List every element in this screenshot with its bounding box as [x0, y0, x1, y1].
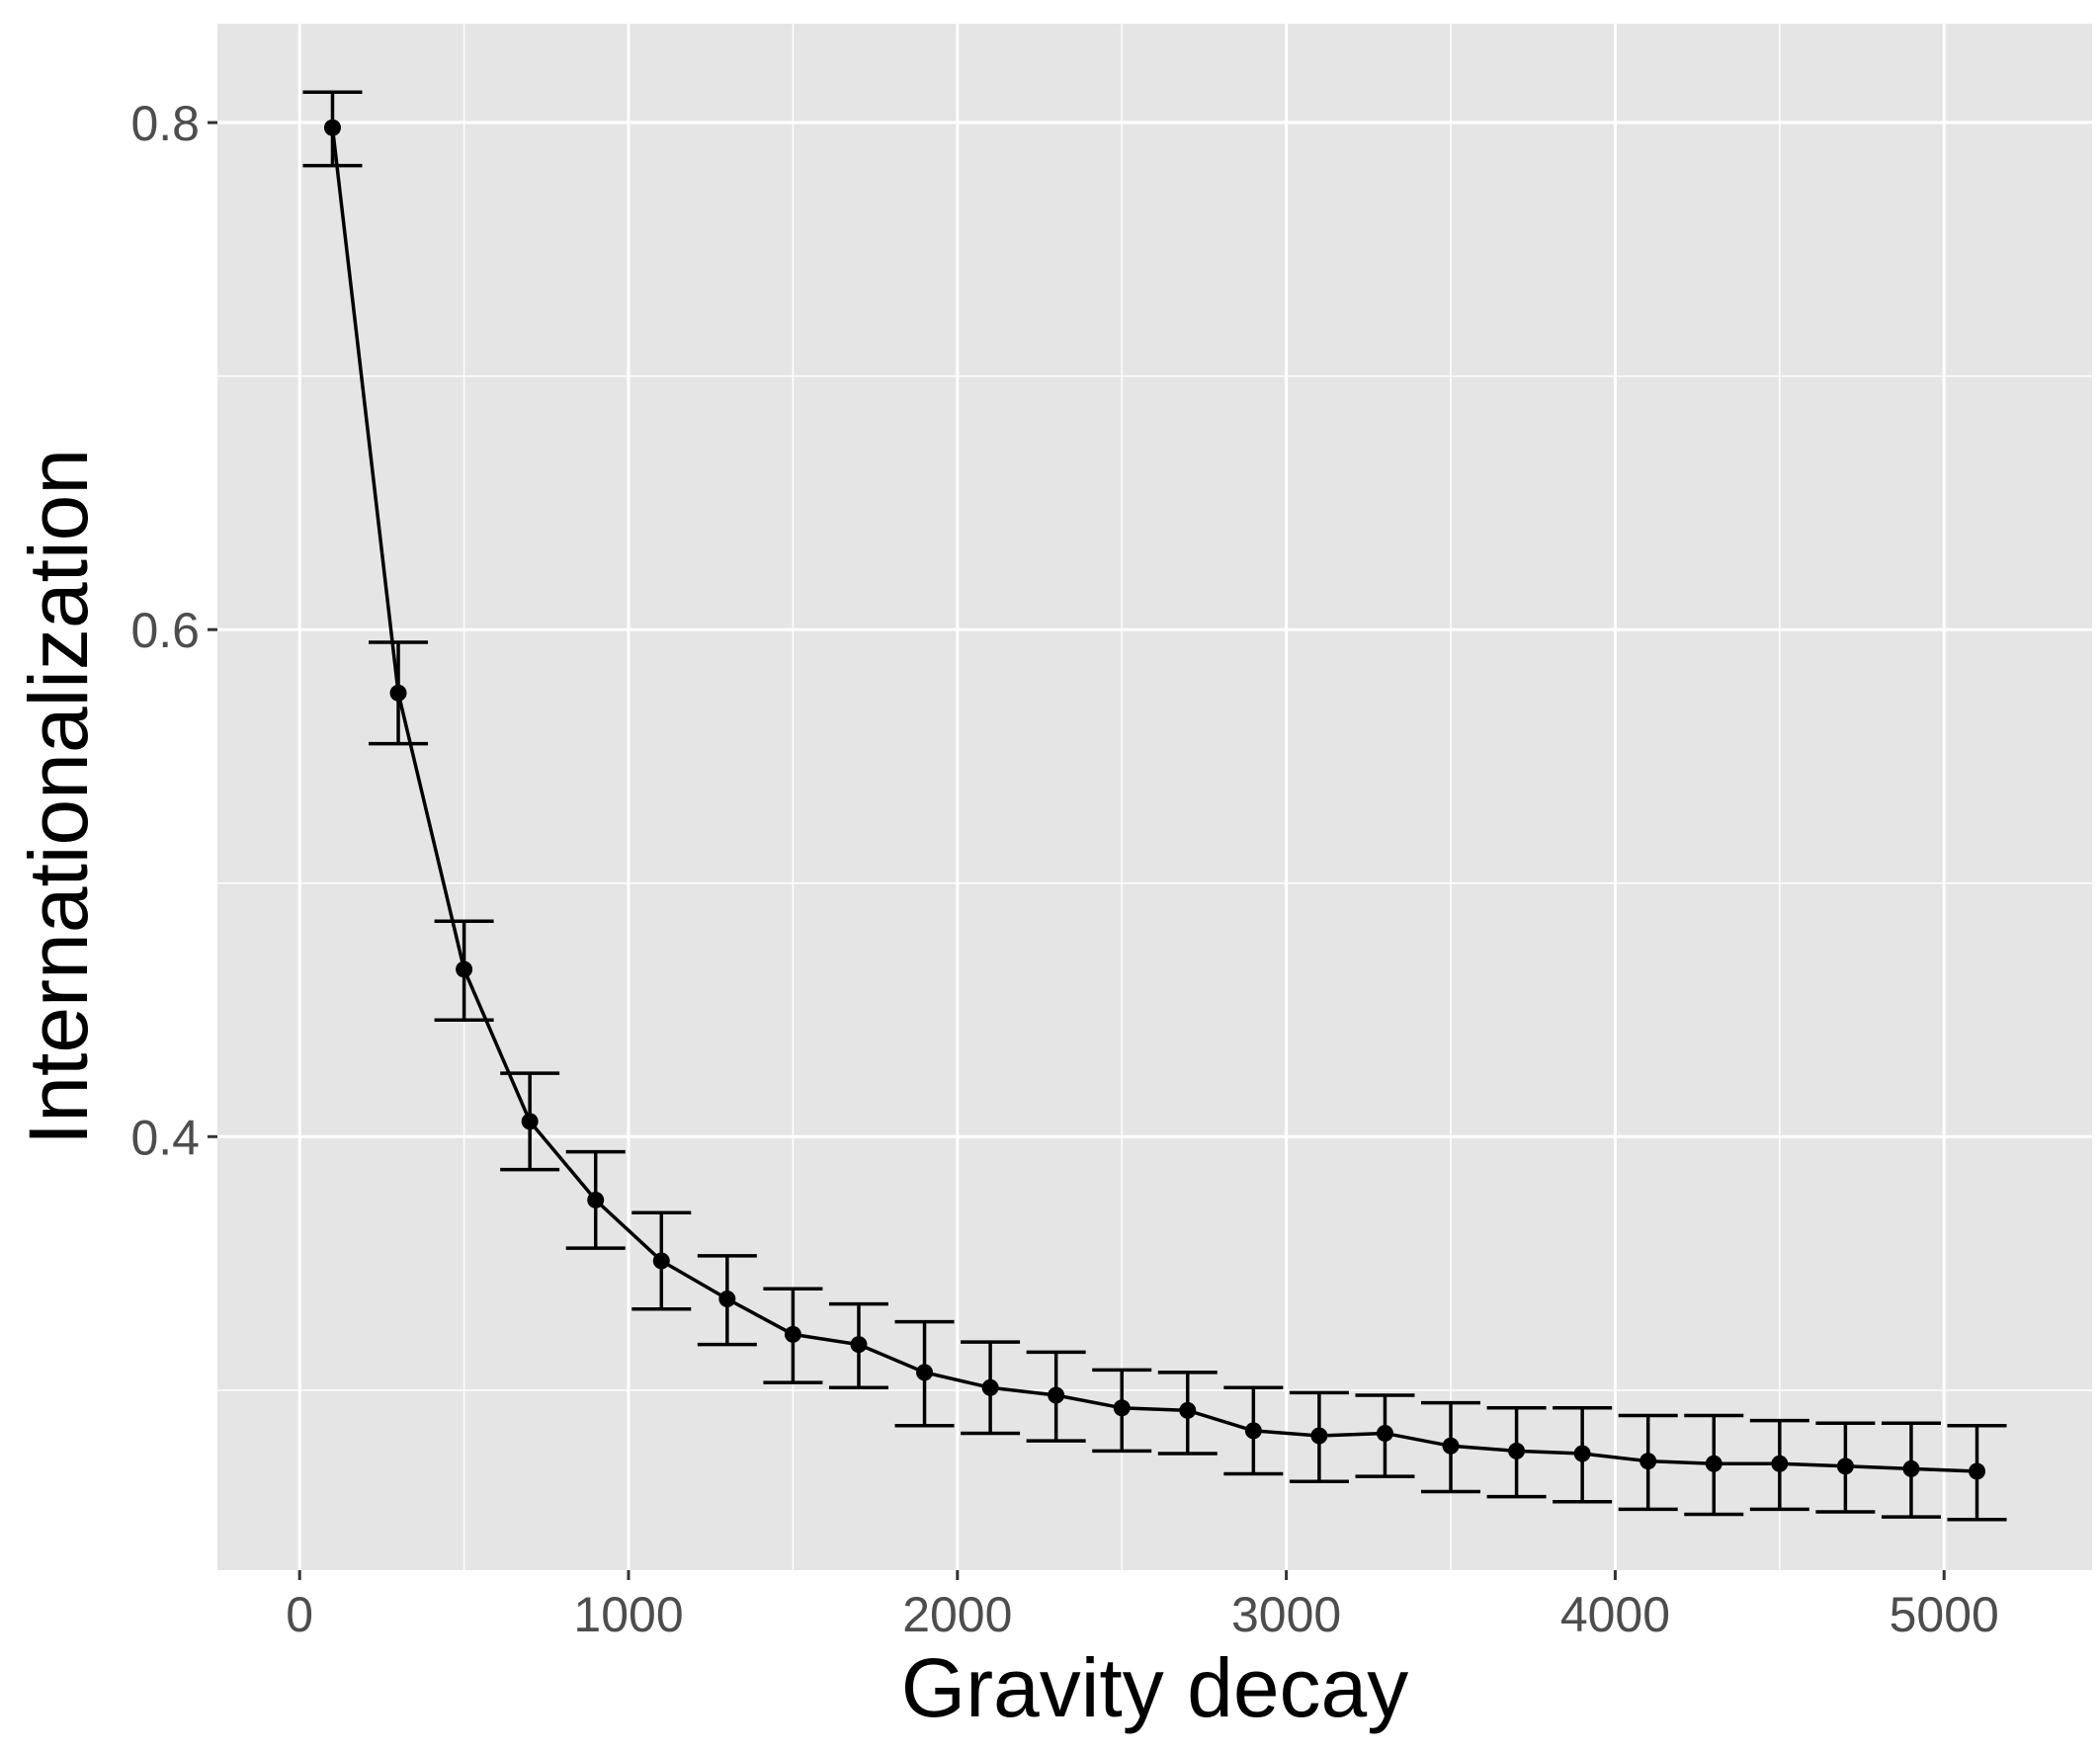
data-point: [1639, 1453, 1657, 1470]
data-point: [1902, 1459, 1920, 1477]
data-point: [1179, 1401, 1197, 1419]
data-point: [718, 1290, 736, 1307]
data-point: [1836, 1458, 1854, 1475]
x-axis: 0 1000 2000 3000 4000 5000: [286, 1570, 1999, 1642]
data-point: [1969, 1462, 1986, 1480]
data-points: [323, 119, 1986, 1480]
series-line: [330, 126, 1977, 1473]
y-tick-label: 0.8: [130, 96, 200, 151]
data-point: [587, 1191, 605, 1208]
x-tick-label: 5000: [1890, 1587, 1999, 1642]
data-point: [652, 1252, 670, 1270]
data-point: [784, 1325, 801, 1343]
x-tick-label: 4000: [1560, 1587, 1670, 1642]
data-point: [323, 119, 341, 136]
x-tick-label: 1000: [573, 1587, 683, 1642]
x-tick-label: 2000: [902, 1587, 1012, 1642]
x-tick-label: 3000: [1231, 1587, 1341, 1642]
data-point: [389, 684, 407, 702]
data-point: [1508, 1442, 1526, 1459]
data-point: [1376, 1424, 1393, 1442]
data-point: [1442, 1437, 1460, 1455]
data-point: [916, 1364, 934, 1381]
data-point: [1113, 1399, 1131, 1417]
plot-panel: [217, 24, 2092, 1570]
y-axis: 0.4 0.6 0.8: [130, 96, 217, 1165]
data-point: [1771, 1455, 1789, 1472]
y-tick-label: 0.6: [130, 603, 200, 658]
data-point: [1048, 1386, 1065, 1404]
x-tick-label: 0: [286, 1587, 313, 1642]
data-point: [1310, 1427, 1328, 1445]
data-point: [1705, 1455, 1722, 1472]
data-point: [1573, 1445, 1591, 1462]
major-grid: [217, 24, 2092, 1570]
data-point: [981, 1378, 999, 1396]
data-point: [1244, 1422, 1262, 1440]
data-point: [521, 1113, 539, 1130]
data-point: [456, 960, 473, 978]
data-point: [850, 1336, 868, 1354]
y-axis-title: Internationalization: [12, 449, 105, 1145]
minor-grid: [217, 24, 2092, 1570]
y-tick-label: 0.4: [130, 1110, 200, 1165]
x-axis-title: Gravity decay: [901, 1641, 1409, 1734]
